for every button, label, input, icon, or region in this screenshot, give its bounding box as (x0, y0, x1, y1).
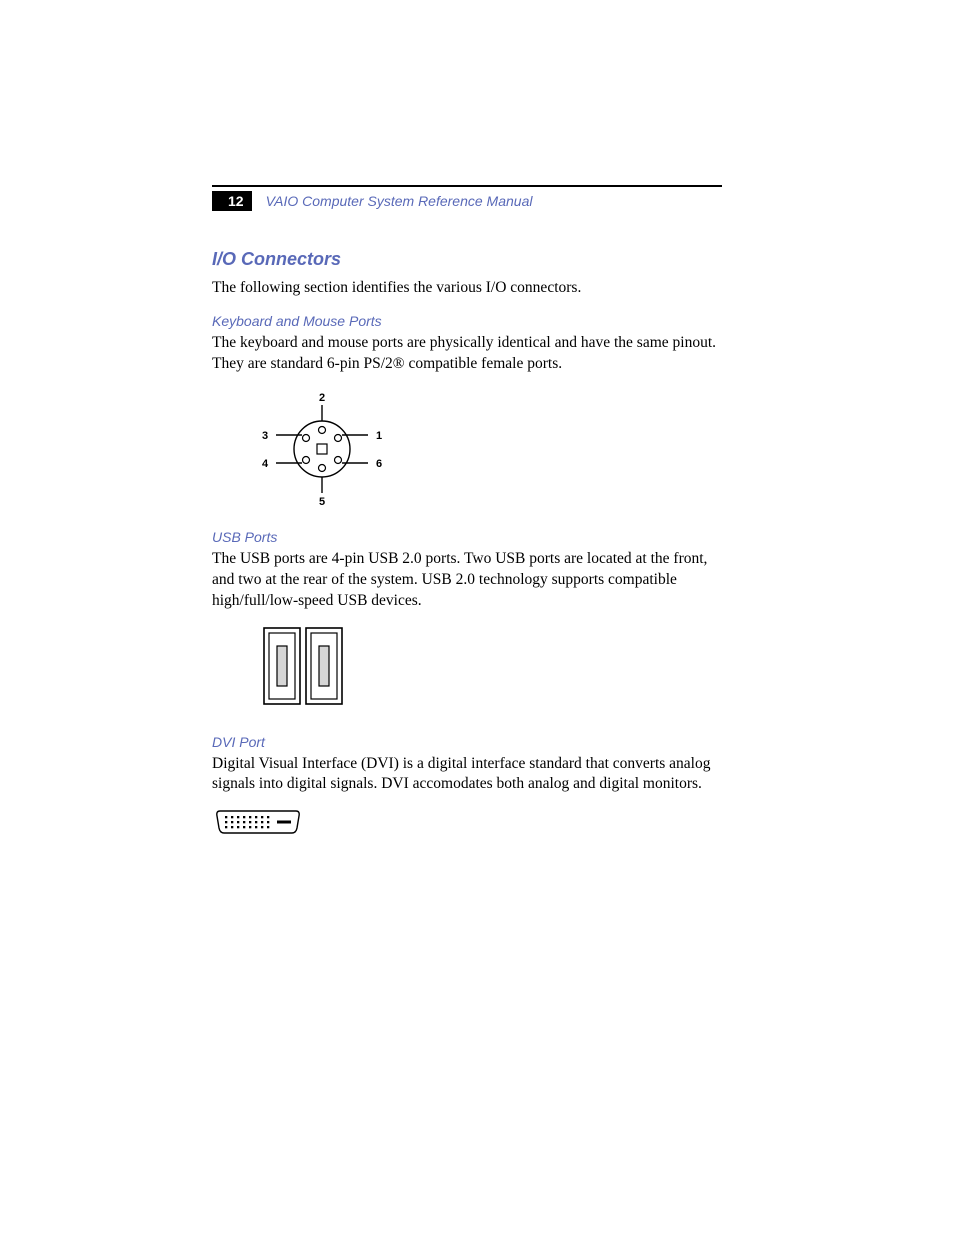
header-row: 12 VAIO Computer System Reference Manual (212, 191, 722, 211)
paragraph-keyboard-mouse: The keyboard and mouse ports are physica… (212, 333, 722, 375)
subheading-dvi-port: DVI Port (212, 734, 722, 750)
intro-paragraph: The following section identifies the var… (212, 278, 722, 299)
section-heading-io-connectors: I/O Connectors (212, 249, 722, 270)
paragraph-usb-ports: The USB ports are 4-pin USB 2.0 ports. T… (212, 549, 722, 612)
dvi-port-diagram (214, 809, 722, 835)
page-number-box: 12 (212, 191, 252, 211)
subheading-usb-ports: USB Ports (212, 529, 722, 545)
pin-label-4: 4 (262, 458, 269, 470)
page-number: 12 (228, 193, 244, 209)
pin-label-5: 5 (319, 496, 325, 508)
header-title: VAIO Computer System Reference Manual (266, 193, 533, 209)
usb-ports-diagram (262, 626, 722, 708)
page-content: 12 VAIO Computer System Reference Manual… (212, 185, 722, 855)
paragraph-dvi-port: Digital Visual Interface (DVI) is a digi… (212, 754, 722, 796)
subheading-keyboard-mouse: Keyboard and Mouse Ports (212, 313, 722, 329)
pin-label-6: 6 (376, 458, 382, 470)
ps2-connector-diagram: 1 2 3 4 5 6 (252, 389, 722, 509)
header-rule (212, 185, 722, 187)
pin-label-2: 2 (319, 392, 325, 404)
pin-label-3: 3 (262, 430, 268, 442)
pin-label-1: 1 (376, 430, 382, 442)
